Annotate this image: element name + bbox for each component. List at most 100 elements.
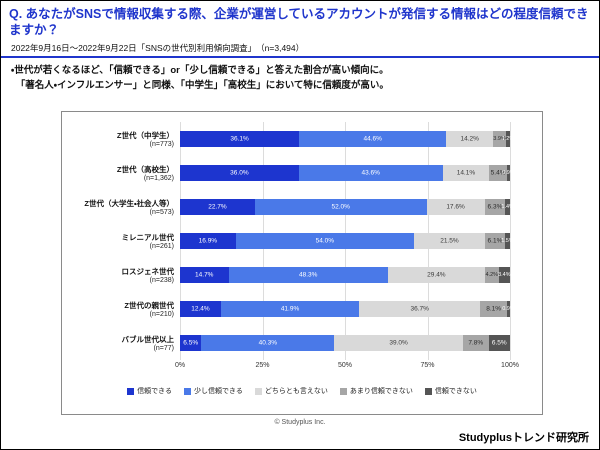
segment-value-label: 6.5% [491,339,507,347]
chart-row: Z世代（高校生） (n=1,362) 36.0% 43.6% 14.1% 5.4% 0.9% [68,156,536,190]
bar-segment: 17.6% [426,199,485,215]
bar-segment: 5.4% [489,165,507,181]
segment-value-label: 14.7% [195,271,214,279]
segment-value-label: 17.6% [446,203,465,211]
gridline [510,122,511,360]
legend-item: 少し信頼できる [184,386,243,396]
bar-segment: 14.7% [180,267,229,283]
row-sample-size: (n=573) [149,209,174,216]
chart-rows: Z世代（中学生） (n=773) 36.1% 44.6% 14.2% 3.9% 1.2% Z世… [68,122,536,360]
stacked-bar: 16.9% 54.0% 21.5% 6.1% 1.5% [180,233,514,249]
segment-value-label: 22.7% [208,203,227,211]
segment-value-label: 36.1% [230,135,249,143]
row-sample-size: (n=261) [149,243,174,250]
chart-row: バブル世代以上 (n=77) 6.5% 40.3% 39.0% 7.8% 6.5% [68,326,536,360]
x-axis-tick-label: 25% [255,362,270,369]
row-sample-size: (n=210) [149,311,174,318]
row-category: Z世代（中学生） [116,131,174,140]
bar-segment: 36.7% [359,301,481,317]
segment-value-label: 1.4% [501,204,514,210]
chart-panel: Z世代（中学生） (n=773) 36.1% 44.6% 14.2% 3.9% 1.2% Z世… [61,111,543,415]
chart-row: Z世代（大学生・社会人等） (n=573) 22.7% 52.0% 17.6% 6.3% 1… [68,190,536,224]
bar-segment: 43.6% [298,165,443,181]
x-axis-tick-label: 50% [337,362,353,369]
bar-segment: 52.0% [254,199,427,215]
legend-swatch [424,387,432,395]
bar-segment: 6.5% [180,335,202,351]
bar-segment: 6.3% [484,199,506,215]
segment-value-label: 1.5% [501,238,514,244]
chart-legend: 信頼できる 少し信頼できる どちらとも言えない あまり信頼できない 信頼できない [62,386,542,396]
stacked-bar: 36.0% 43.6% 14.1% 5.4% 0.9% [180,165,515,181]
segment-value-label: 44.6% [363,135,382,143]
row-sample-size: (n=773) [149,141,174,148]
bar-segment: 36.0% [180,165,299,181]
bar-segment: 4.2% [484,267,499,283]
chart-row: Z世代の親世代 (n=210) 12.4% 41.9% 36.7% 8.1% 0.9% [68,292,536,326]
bar-segment: 8.1% [480,301,507,317]
row-category: Z世代（高校生） [116,165,174,174]
row-label: Z世代の親世代 (n=210) [68,300,180,318]
legend-label: あまり信頼できない [349,388,413,395]
brand-logo-text: Studyplusトレンド研究所 [458,432,589,444]
segment-value-label: 6.5% [183,339,199,347]
segment-value-label: 52.0% [331,203,350,211]
bar-segment: 44.6% [299,131,447,147]
segment-value-label: 0.9% [502,170,515,176]
x-axis: 0% 25% 50% 75% 100% [175,362,519,374]
row-category: Z世代の親世代 [124,301,174,310]
bar-segment: 3.9% [493,131,507,147]
bar-segment: 22.7% [180,199,255,215]
bar-segment: 39.0% [334,335,463,351]
row-sample-size: (n=1,362) [143,175,174,182]
x-axis-tick-label: 100% [501,362,519,369]
segment-value-label: 3.9% [493,136,506,142]
summary-bullet-2: 「著名人・インフルエンサー」と同様、「中学生」「高校生」において特に信頼度が高い… [11,79,389,91]
bar-segment: 1.2% [502,131,514,147]
bar-segment: 7.8% [462,335,489,351]
copyright-text: © Studyplus Inc. [274,419,326,426]
segment-value-label: 8.1% [486,305,502,313]
stacked-bar: 36.1% 44.6% 14.2% 3.9% 1.2% [180,131,514,147]
row-label: バブル世代以上 (n=77) [68,334,180,352]
row-category: Z世代（大学生・社会人等） [84,199,174,208]
bar-segment: 16.9% [180,233,236,249]
segment-value-label: 12.4% [191,305,210,313]
summary-bullets: ・世代が若くなるほど、「信頼できる」or「少し信頼できる」と答えた割合が高い傾向… [11,64,589,93]
bar-segment: 41.9% [220,301,360,317]
legend-label: 少し信頼できる [194,388,243,395]
legend-label: どちらとも言えない [264,388,328,395]
accent-divider [1,56,599,58]
segment-value-label: 16.9% [198,237,218,245]
segment-value-label: 1.2% [501,136,515,142]
segment-value-label: 40.3% [258,339,278,347]
row-sample-size: (n=238) [149,277,174,284]
bar-segment: 0.9% [502,165,515,181]
stacked-bar: 12.4% 41.9% 36.7% 8.1% 0.9% [180,301,515,317]
legend-item: あまり信頼できない [339,386,413,396]
chart-row: ミレニアル世代 (n=261) 16.9% 54.0% 21.5% 6.1% 1.5% [68,224,536,258]
segment-value-label: 36.7% [410,305,429,313]
row-sample-size: (n=77) [153,345,174,352]
bar-segment: 14.1% [442,165,490,181]
segment-value-label: 41.9% [280,305,300,313]
segment-value-label: 6.3% [487,203,503,211]
segment-value-label: 29.4% [427,271,446,279]
legend-swatch [254,387,262,395]
segment-value-label: 43.6% [361,169,380,177]
bar-segment: 40.3% [201,335,335,351]
segment-value-label: 39.0% [389,339,408,347]
legend-swatch [339,387,347,395]
row-category: ロスジェネ世代 [121,267,175,276]
legend-swatch [127,387,135,395]
stacked-bar: 6.5% 40.3% 39.0% 7.8% 6.5% [180,335,511,351]
page-title: Q. あなたがSNSで情報収集する際、企業が運営しているアカウントが発信する情報… [9,7,589,38]
segment-value-label: 21.5% [440,237,459,245]
segment-value-label: 48.3% [298,271,318,279]
bar-segment: 21.5% [413,233,485,249]
x-axis-tick-label: 75% [420,362,435,369]
segment-value-label: 0.9% [502,306,515,312]
bar-segment: 6.5% [488,335,511,351]
bar-segment: 6.1% [484,233,506,249]
